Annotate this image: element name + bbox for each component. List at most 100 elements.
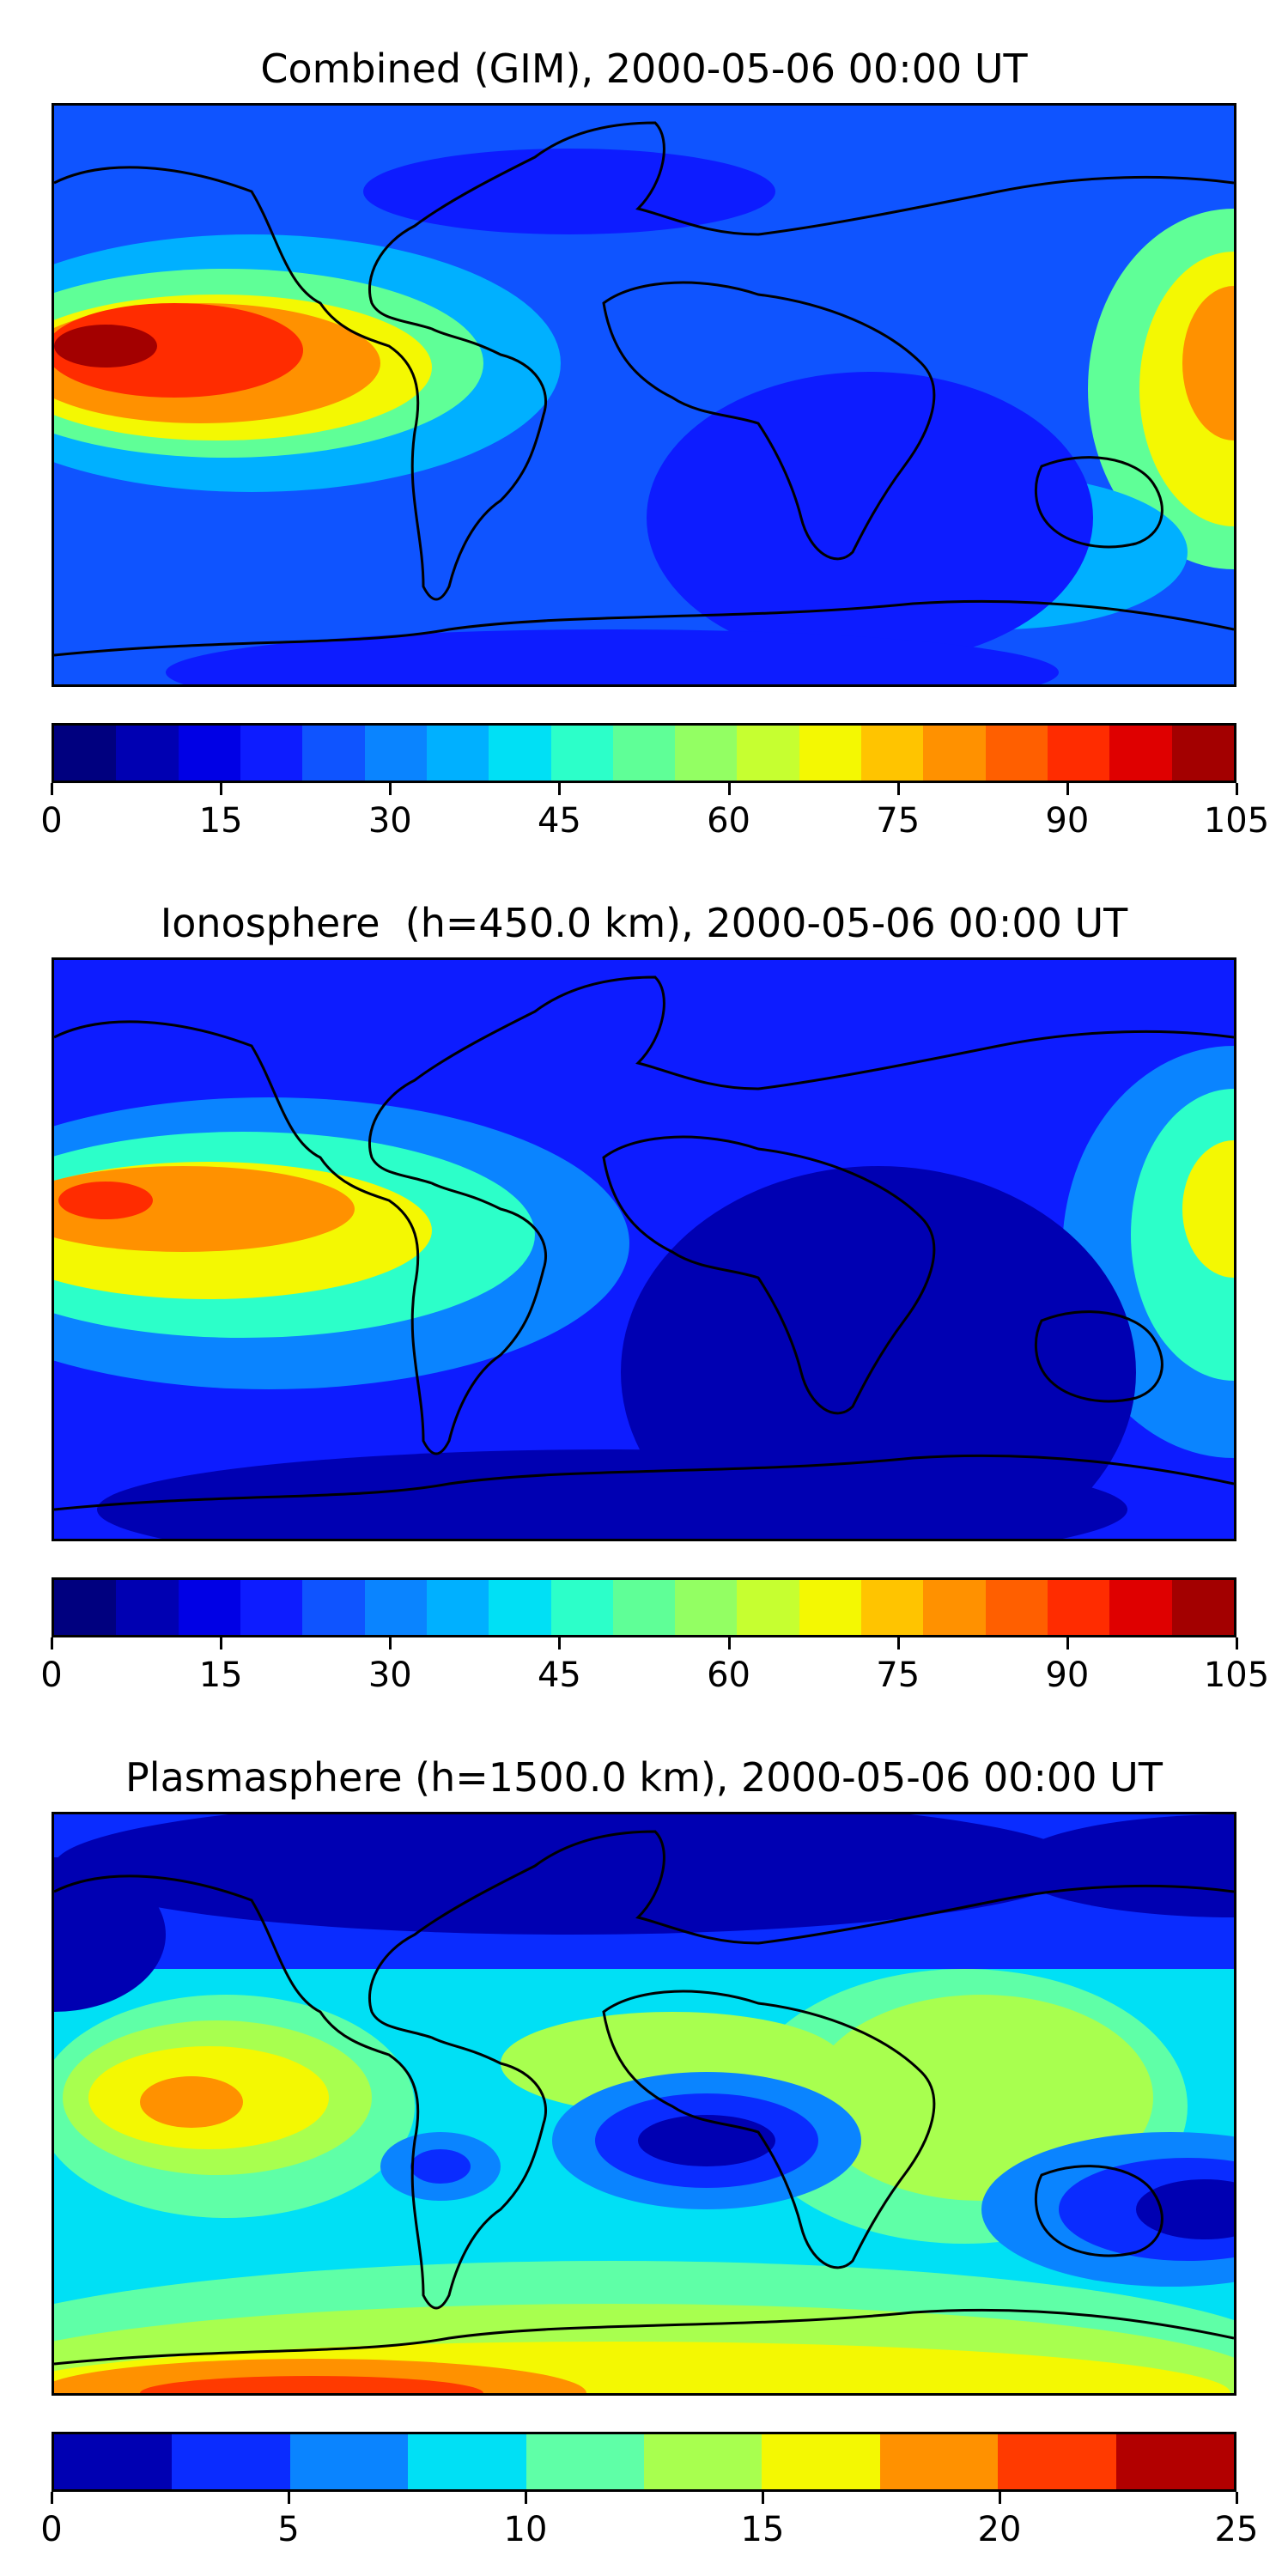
colorbar-tick-label: 75 (876, 801, 920, 841)
map-ionosphere (52, 957, 1236, 1541)
colorbar-segment (364, 1580, 427, 1635)
colorbar-ticks-combined: 0 15 30 45 60 75 90 105 (40, 783, 1269, 840)
colorbar-plasmasphere (52, 2432, 1236, 2492)
colorbar-tick (51, 783, 53, 795)
colorbar-segment (302, 726, 365, 781)
colorbar-segment (178, 726, 240, 781)
coastline (602, 1990, 936, 2269)
colorbar-tick (1236, 783, 1238, 795)
contour-fill (140, 2376, 483, 2393)
colorbar-segment (799, 1580, 862, 1635)
colorbar-segment (240, 1580, 303, 1635)
colorbar-segment (364, 726, 427, 781)
colorbar-tick (762, 2492, 764, 2504)
colorbar-tick (999, 2492, 1001, 2504)
colorbar-segment (644, 2434, 762, 2489)
colorbar-segment (799, 726, 862, 781)
colorbar-segment (1115, 2434, 1234, 2489)
colorbar-tick-label: 60 (707, 801, 751, 841)
colorbar-combined (52, 723, 1236, 783)
coastline (602, 281, 936, 561)
contour-fill (363, 149, 775, 234)
contour-fill (621, 1166, 1136, 1539)
colorbar-tick (896, 783, 900, 795)
colorbar-segment (426, 1580, 489, 1635)
colorbar-segment (54, 2434, 173, 2489)
colorbar-tick-label: 10 (503, 2510, 548, 2549)
contour-fill (97, 1449, 1127, 1539)
colorbar-tick (896, 1637, 900, 1649)
coastline (1034, 456, 1163, 549)
contour-fill (166, 629, 1059, 684)
colorbar-tick-label: 0 (40, 1656, 63, 1695)
colorbar-segment (240, 726, 303, 781)
colorbar-tick-label: 90 (1045, 801, 1090, 841)
colorbar-tick-label: 75 (876, 1656, 920, 1695)
contour-fill (410, 2149, 471, 2184)
colorbar-segment (289, 2434, 409, 2489)
colorbar-tick-label: 25 (1214, 2510, 1259, 2549)
colorbar-tick (220, 783, 223, 795)
coastline (54, 599, 1234, 657)
panel-title-combined: Combined (GIM), 2000-05-06 00:00 UT (260, 46, 1028, 92)
colorbar-tick-label: 45 (537, 801, 581, 841)
colorbar-segment (1048, 726, 1110, 781)
colorbar-tick (558, 783, 562, 795)
colorbar-tick (525, 2492, 527, 2504)
colorbar-segment (612, 1580, 676, 1635)
coastline (1034, 1310, 1163, 1403)
colorbar-segment (762, 2434, 880, 2489)
colorbar-segment (612, 726, 676, 781)
colorbar-tick (51, 1637, 53, 1649)
colorbar-segment (426, 726, 489, 781)
colorbar-tick-label: 60 (707, 1656, 751, 1695)
colorbar-tick-label: 105 (1203, 1656, 1270, 1695)
colorbar-tick-label: 0 (40, 801, 63, 841)
colorbar-segment (737, 726, 799, 781)
colorbar-tick (1066, 1637, 1069, 1649)
colorbar-segment (1048, 1580, 1110, 1635)
colorbar-segment (489, 726, 551, 781)
contour-fill (1011, 1814, 1234, 1917)
colorbar-segment (116, 726, 179, 781)
map-combined-svg (54, 106, 1234, 684)
coastline (1034, 2165, 1163, 2257)
colorbar-segment (178, 1580, 240, 1635)
colorbar-ticks-ionosphere: 0 15 30 45 60 75 90 105 (40, 1637, 1269, 1694)
colorbar-tick (51, 2492, 53, 2504)
colorbar-segment (923, 726, 986, 781)
colorbar-tick-label: 105 (1203, 801, 1270, 841)
coastline (54, 2308, 1234, 2366)
colorbar-segment (737, 1580, 799, 1635)
coastline (602, 1135, 936, 1415)
colorbar-segment (54, 1580, 117, 1635)
colorbar-tick (1236, 2492, 1238, 2504)
colorbar-segment (998, 2434, 1116, 2489)
coastline (54, 975, 1234, 1455)
colorbar-segment (923, 1580, 986, 1635)
colorbar-tick (220, 1637, 223, 1649)
colorbar-segment (861, 726, 924, 781)
contour-fill (140, 2076, 243, 2128)
panel-title-ionosphere: Ionosphere (h=450.0 km), 2000-05-06 00:0… (160, 900, 1128, 946)
colorbar-tick-label: 45 (537, 1656, 581, 1695)
colorbar-segment (1109, 1580, 1172, 1635)
coastline (54, 121, 1234, 601)
map-plasmasphere-svg (54, 1814, 1234, 2393)
colorbar-segment (1171, 726, 1234, 781)
panel-title-plasmasphere: Plasmasphere (h=1500.0 km), 2000-05-06 0… (125, 1754, 1163, 1801)
colorbar-segment (54, 726, 117, 781)
colorbar-tick-label: 15 (198, 1656, 243, 1695)
colorbar-tick-label: 15 (740, 2510, 785, 2549)
colorbar-tick (389, 1637, 392, 1649)
colorbar-tick-label: 30 (368, 1656, 412, 1695)
colorbar-ionosphere (52, 1577, 1236, 1637)
colorbar-tick (1066, 783, 1069, 795)
colorbar-segment (985, 726, 1048, 781)
colorbar-tick (558, 1637, 562, 1649)
colorbar-segment (675, 726, 738, 781)
contour-fill (54, 325, 157, 368)
colorbar-tick (288, 2492, 290, 2504)
contour-fill (58, 1182, 153, 1219)
colorbar-segment (489, 1580, 551, 1635)
